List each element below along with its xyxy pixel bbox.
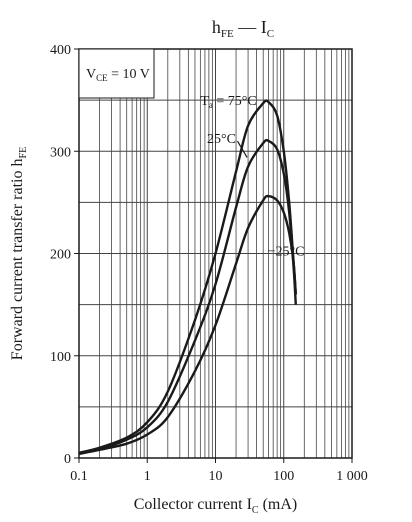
x-tick-label: 1	[144, 469, 151, 484]
x-tick-label: 100	[273, 469, 294, 484]
series-curves	[78, 99, 297, 456]
y-tick-label: 200	[50, 248, 71, 263]
y-tick-label: 100	[50, 350, 71, 365]
y-tick-label: 400	[50, 43, 71, 58]
x-tick-label: 1 000	[336, 469, 368, 484]
x-tick-label: 0.1	[70, 469, 88, 484]
x-axis-label: Collector current IC (mA)	[134, 496, 298, 516]
y-tick-label: 300	[50, 145, 71, 160]
series-label-minus25c: −25°C	[268, 245, 305, 260]
condition-label: VCE = 10 V	[86, 67, 150, 83]
condition-box: VCE = 10 V	[78, 48, 155, 99]
y-axis-label: Forward current transfer ratio hFE	[9, 147, 29, 360]
y-tick-label: 0	[64, 452, 71, 467]
series-label-25c: 25°C	[207, 132, 236, 147]
chart-title: hFE — IC	[212, 17, 274, 40]
axis-ticks: 0.1 1 10 100 1 000 0 100 200 300 400	[50, 43, 368, 484]
series-leader-25c	[236, 140, 248, 158]
series-label-75c: Ta = 75°C	[200, 94, 256, 110]
series-line-25c	[78, 138, 297, 455]
series-line-75c	[78, 99, 297, 455]
x-tick-label: 10	[209, 469, 223, 484]
series-line-minus25c	[78, 194, 297, 456]
